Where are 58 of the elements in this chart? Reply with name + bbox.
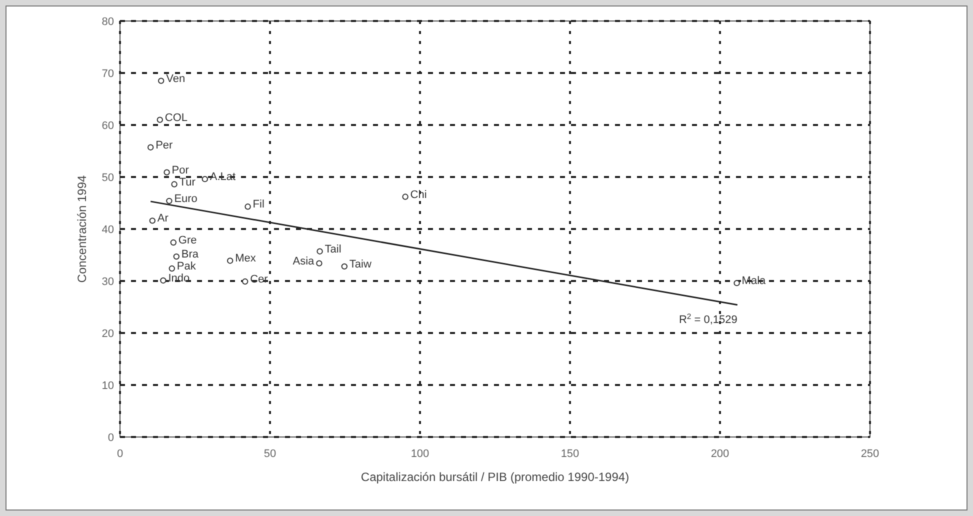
- y-tick-label: 70: [102, 68, 114, 80]
- annotation: A.Lat: [210, 171, 236, 184]
- annotation: Ar: [157, 212, 169, 225]
- annotation: Gre: [178, 234, 197, 247]
- y-tick-label: 60: [102, 120, 114, 132]
- point: [171, 181, 178, 188]
- y-tick-label: 20: [102, 328, 114, 340]
- point: [734, 280, 740, 286]
- annotation: R$^{2}$ = 0,1529: [678, 311, 738, 326]
- point: [202, 176, 208, 182]
- annotation: Mala: [742, 275, 767, 288]
- annotation: Euro: [174, 192, 198, 205]
- annotation: Tur: [179, 176, 196, 188]
- point: [316, 260, 322, 266]
- annotation: Tail: [324, 243, 342, 256]
- annotation: Bra: [181, 248, 200, 261]
- y-tick-label: 50: [102, 172, 114, 184]
- point: [149, 218, 156, 224]
- x-tick-label: 150: [560, 448, 580, 460]
- annotation: Chi: [410, 188, 427, 201]
- x-tick-label: 0: [116, 448, 124, 460]
- point: [156, 116, 163, 123]
- annotation: Pak: [176, 260, 196, 273]
- point: [158, 78, 164, 84]
- point: [242, 278, 248, 285]
- point: [168, 265, 175, 272]
- point: [160, 277, 166, 284]
- x-tick-label: 100: [410, 448, 430, 460]
- y-tick-label: 80: [102, 16, 114, 28]
- y-tick-label: 30: [102, 276, 114, 288]
- y-tick-label: 40: [102, 224, 114, 236]
- point: [173, 253, 180, 260]
- x-tick-label: 50: [264, 448, 276, 460]
- annotation: Ven: [166, 72, 186, 85]
- annotation: Por: [172, 164, 190, 176]
- annotation: COL: [164, 112, 188, 124]
- annotation: Cer: [250, 274, 268, 286]
- point: [402, 194, 408, 200]
- point: [164, 169, 170, 176]
- annotation: Fil: [252, 198, 264, 211]
- y-tick-label: 0: [108, 432, 114, 444]
- y-axis-title: Concentración 1994: [75, 174, 89, 283]
- point: [244, 204, 251, 210]
- annotation: Indo: [168, 272, 190, 284]
- point: [341, 263, 348, 270]
- x-axis-title: Capitalización bursátil / PIB (promedio 1990-1994): [360, 470, 630, 484]
- point: [170, 239, 176, 246]
- x-tick-label: 250: [860, 448, 880, 460]
- annotation: Asia: [292, 255, 316, 268]
- annotation: Mex: [235, 252, 256, 265]
- point: [227, 258, 234, 264]
- y-tick-label: 10: [102, 380, 114, 392]
- point: [148, 144, 154, 150]
- point: [166, 198, 172, 204]
- annotation: Per: [156, 139, 174, 152]
- annotation: Taiw: [349, 258, 372, 270]
- point: [316, 248, 323, 254]
- x-tick-label: 200: [710, 448, 730, 460]
